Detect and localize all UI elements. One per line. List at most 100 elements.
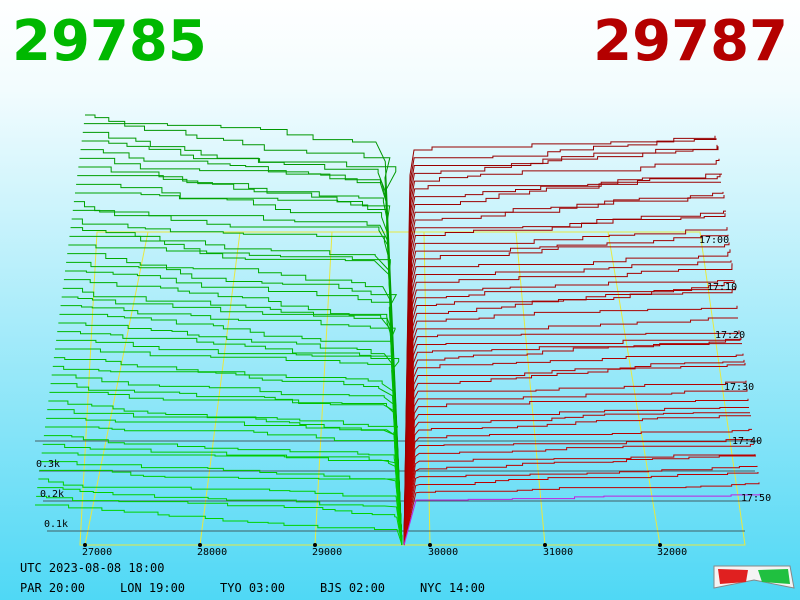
bid-line xyxy=(60,305,403,546)
tick-dot xyxy=(543,543,547,547)
bid-line xyxy=(62,287,403,546)
bid-line xyxy=(68,244,403,546)
bid-line xyxy=(77,175,403,546)
time-label: 17:20 xyxy=(715,330,745,341)
tick-dot xyxy=(658,543,662,547)
ask-line xyxy=(403,144,718,546)
ask-line xyxy=(403,428,752,546)
floor-line xyxy=(607,231,661,546)
bid-line xyxy=(56,339,403,546)
zone-time: BJS 02:00 xyxy=(320,581,385,595)
bid-line xyxy=(46,417,403,546)
ask-line xyxy=(403,280,733,546)
time-label: 17:00 xyxy=(699,235,729,246)
bid-line xyxy=(38,478,403,546)
footer: UTC 2023-08-08 18:00 PAR 20:00 LON 19:00… xyxy=(20,561,485,595)
ask-line xyxy=(403,158,720,546)
ask-line xyxy=(403,493,761,546)
ask-line xyxy=(403,194,725,546)
zone-time: NYC 14:00 xyxy=(420,581,485,595)
ask-line xyxy=(403,138,717,546)
ask-line xyxy=(403,173,722,546)
ask-line xyxy=(403,359,745,546)
ask-line xyxy=(403,465,758,546)
bid-line xyxy=(36,495,403,546)
bid-line xyxy=(80,149,403,546)
ask-line xyxy=(403,336,742,546)
utc-time: UTC 2023-08-08 18:00 xyxy=(20,561,165,575)
floor-line xyxy=(423,231,431,546)
tick-dot xyxy=(198,543,202,547)
bid-line xyxy=(75,192,403,546)
ask-line xyxy=(403,234,729,546)
depth-label: 0.3k xyxy=(36,459,60,470)
ask-line xyxy=(403,174,721,546)
ask-line xyxy=(403,389,748,546)
red-lens[interactable] xyxy=(718,569,748,584)
time-axis: 17:00 17:10 17:20 17:30 17:40 17:50 xyxy=(699,235,771,504)
ask-line xyxy=(403,289,736,546)
3d-glasses-toggle[interactable] xyxy=(713,565,795,589)
ask-line xyxy=(403,439,753,546)
bid-line xyxy=(85,114,403,546)
bid-line xyxy=(83,123,403,546)
price-label: 27000 xyxy=(82,547,112,558)
ask-line xyxy=(403,482,760,546)
bid-line xyxy=(41,452,403,546)
tick-dot xyxy=(428,543,432,547)
bid-line xyxy=(35,504,403,546)
bid-line xyxy=(55,348,403,546)
ask-line xyxy=(403,380,747,546)
bid-line xyxy=(40,461,403,546)
bid-line xyxy=(49,391,403,546)
time-label: 17:50 xyxy=(741,493,771,504)
depth-label: 0.1k xyxy=(44,519,68,530)
bid-line xyxy=(76,183,403,546)
bid-line xyxy=(73,201,403,546)
floor-line xyxy=(199,231,241,546)
ask-line xyxy=(403,330,740,546)
ask-line xyxy=(403,415,751,546)
bid-line xyxy=(39,469,403,546)
bid-line xyxy=(42,443,403,546)
bid-line xyxy=(45,426,403,546)
bid-line xyxy=(59,313,403,546)
bid-line xyxy=(51,374,403,546)
bid-line xyxy=(50,383,403,546)
ask-line xyxy=(403,280,735,546)
ask-line xyxy=(403,227,728,546)
zone-time: LON 19:00 xyxy=(120,581,185,595)
time-label: 17:10 xyxy=(707,282,737,293)
depth-axis: 0.3k 0.2k 0.1k xyxy=(36,459,68,530)
bid-line xyxy=(53,357,403,546)
ask-line xyxy=(403,263,733,546)
bid-line xyxy=(67,253,403,546)
green-lens[interactable] xyxy=(758,569,790,584)
bid-line xyxy=(48,400,403,546)
ask-line xyxy=(403,353,744,546)
bid-line xyxy=(52,365,403,546)
ask-line xyxy=(403,338,741,546)
ask-line xyxy=(403,455,756,546)
bid-line xyxy=(69,235,403,546)
bid-line xyxy=(79,157,403,546)
price-label: 32000 xyxy=(657,547,687,558)
bid-surface xyxy=(35,114,403,546)
ask-line xyxy=(403,249,731,546)
bid-line xyxy=(65,270,403,546)
bid-line xyxy=(37,487,403,546)
ask-surface xyxy=(403,135,761,546)
zone-time: TYO 03:00 xyxy=(220,581,285,595)
bid-price: 29785 xyxy=(12,9,207,74)
ask-line xyxy=(403,287,736,546)
ask-line xyxy=(403,181,721,546)
tick-dot xyxy=(83,543,87,547)
ask-line xyxy=(403,210,726,546)
ask-line xyxy=(403,407,749,546)
bid-line xyxy=(71,218,403,546)
price-label: 29000 xyxy=(312,547,342,558)
ask-line xyxy=(403,398,749,546)
floor-outline xyxy=(79,231,746,546)
price-label: 30000 xyxy=(428,547,458,558)
